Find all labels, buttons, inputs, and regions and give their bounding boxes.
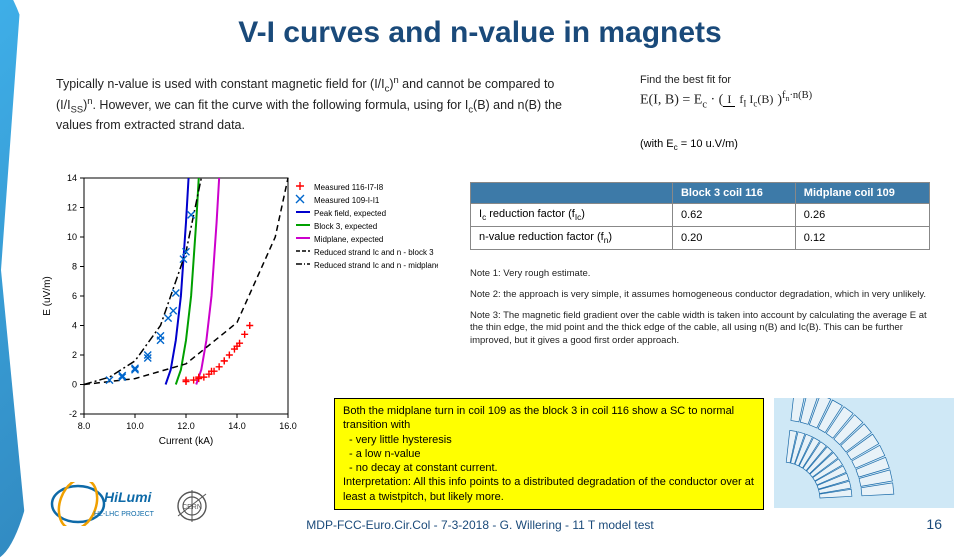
svg-text:Reduced strand Ic and n - midp: Reduced strand Ic and n - midplane [314, 261, 438, 270]
note-1: Note 1: Very rough estimate. [470, 268, 930, 281]
svg-text:12.0: 12.0 [177, 421, 195, 431]
reduction-factor-table: Block 3 coil 116Midplane coil 109Ic redu… [470, 182, 930, 250]
page-number: 16 [926, 516, 942, 532]
svg-text:Reduced strand Ic and n - bloc: Reduced strand Ic and n - block 3 [314, 248, 434, 257]
intro-paragraph: Typically n-value is used with constant … [56, 74, 576, 134]
svg-text:6: 6 [72, 291, 77, 301]
ec-note: (with Ec = 10 u.V/m) [640, 138, 738, 152]
callout-tail: Interpretation: All this info points to … [343, 475, 755, 504]
svg-text:Block 3, expected: Block 3, expected [314, 222, 377, 231]
svg-text:-2: -2 [69, 409, 77, 419]
svg-text:Peak field, expected: Peak field, expected [314, 209, 386, 218]
slide-footer: MDP-FCC-Euro.Cir.Col - 7-3-2018 - G. Wil… [0, 518, 960, 532]
formula: E(I, B) = Ec · (IfI Ic(B))fn·n(B) [640, 90, 812, 110]
notes-block: Note 1: Very rough estimate. Note 2: the… [470, 268, 930, 356]
svg-text:Midplane, expected: Midplane, expected [314, 235, 383, 244]
svg-text:12: 12 [67, 203, 77, 213]
svg-text:10.0: 10.0 [126, 421, 144, 431]
callout-bullets: very little hysteresisa low n-valueno de… [349, 433, 755, 476]
svg-text:E (uV/m): E (uV/m) [42, 276, 53, 315]
svg-text:8.0: 8.0 [78, 421, 91, 431]
callout-lead: Both the midplane turn in coil 109 as th… [343, 404, 755, 433]
svg-text:2: 2 [72, 350, 77, 360]
svg-text:16.0: 16.0 [279, 421, 297, 431]
svg-text:10: 10 [67, 232, 77, 242]
svg-text:0: 0 [72, 380, 77, 390]
coil-cross-section-diagram [774, 398, 954, 508]
svg-text:4: 4 [72, 321, 77, 331]
slide-title: V-I curves and n-value in magnets [0, 16, 960, 50]
svg-text:14: 14 [67, 173, 77, 183]
note-2: Note 2: the approach is very simple, it … [470, 289, 930, 302]
interpretation-callout: Both the midplane turn in coil 109 as th… [334, 398, 764, 510]
svg-text:14.0: 14.0 [228, 421, 246, 431]
svg-text:CERN: CERN [182, 504, 202, 511]
svg-text:Measured 116-I7-I8: Measured 116-I7-I8 [314, 183, 384, 192]
svg-text:8: 8 [72, 262, 77, 272]
svg-text:Measured 109-I-I1: Measured 109-I-I1 [314, 196, 380, 205]
note-3: Note 3: The magnetic field gradient over… [470, 310, 930, 348]
svg-text:Current (kA): Current (kA) [159, 436, 213, 447]
fit-label: Find the best fit for [640, 74, 731, 86]
svg-text:HL-LHC PROJECT: HL-LHC PROJECT [94, 511, 155, 518]
svg-text:HiLumi: HiLumi [104, 489, 153, 505]
